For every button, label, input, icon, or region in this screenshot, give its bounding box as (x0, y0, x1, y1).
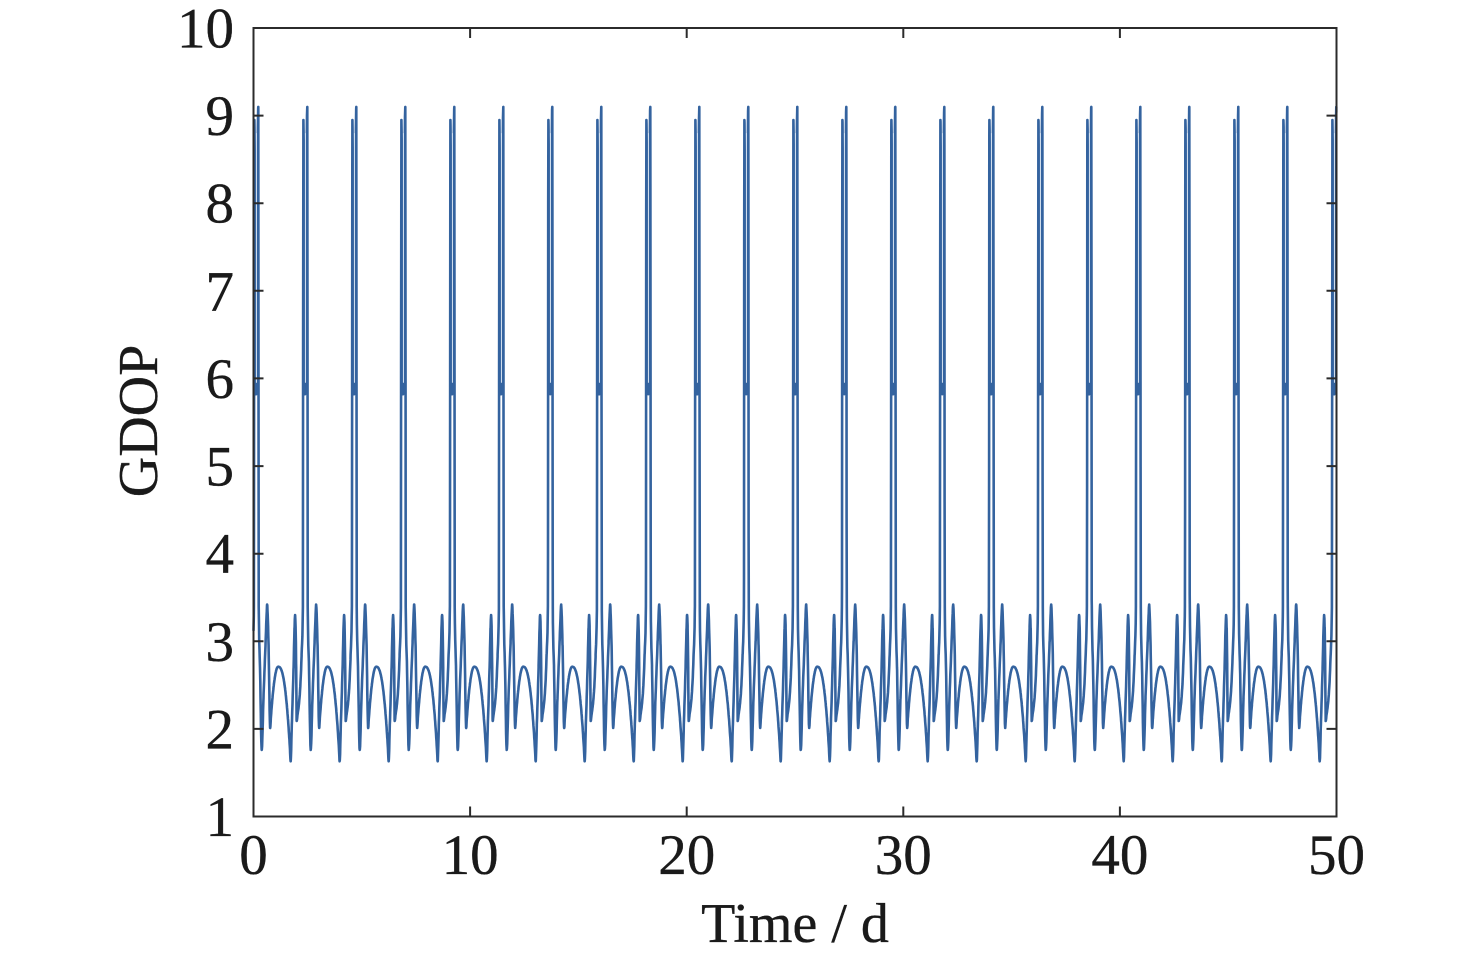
svg-text:10: 10 (177, 0, 234, 61)
svg-text:40: 40 (1091, 824, 1148, 887)
svg-text:4: 4 (206, 523, 235, 586)
svg-text:GDOP: GDOP (108, 345, 170, 497)
svg-text:10: 10 (442, 824, 499, 887)
svg-text:20: 20 (658, 824, 715, 887)
svg-text:3: 3 (206, 611, 235, 674)
svg-text:0: 0 (239, 824, 268, 887)
svg-text:1: 1 (206, 786, 235, 849)
svg-text:Time / d: Time / d (701, 893, 889, 955)
svg-text:8: 8 (206, 173, 235, 236)
svg-text:9: 9 (206, 85, 235, 148)
svg-text:30: 30 (875, 824, 932, 887)
svg-text:5: 5 (206, 436, 235, 499)
svg-text:7: 7 (206, 260, 235, 323)
svg-text:50: 50 (1308, 824, 1365, 887)
svg-text:6: 6 (206, 348, 235, 411)
svg-text:2: 2 (206, 698, 235, 761)
